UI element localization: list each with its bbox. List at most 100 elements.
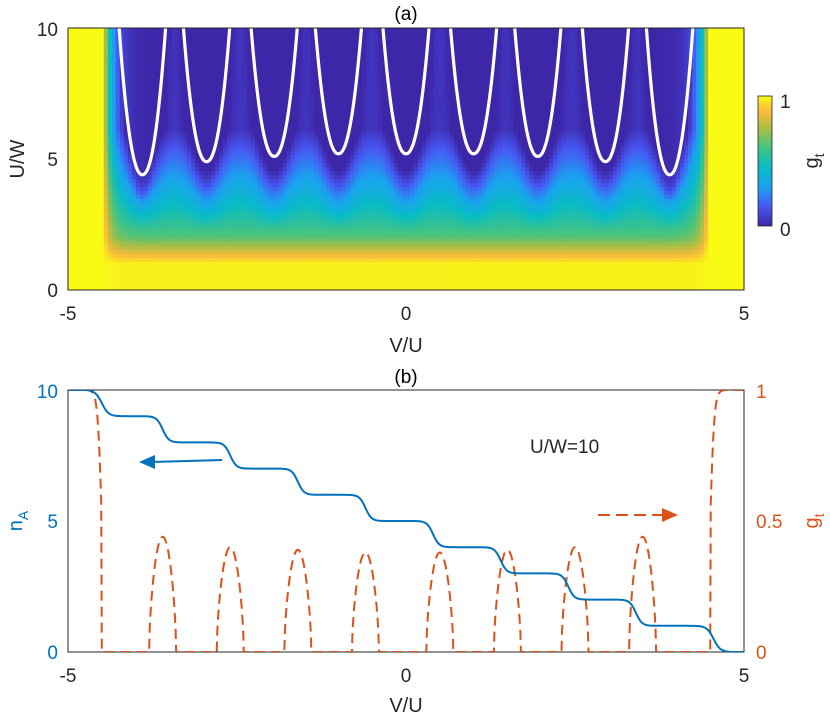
heatmap-cell [266, 159, 272, 164]
heatmap-cell [278, 155, 284, 160]
heatmap-cell [310, 83, 316, 89]
heatmap-cell [179, 250, 184, 255]
heatmap-cell [274, 159, 280, 164]
heatmap-cell [68, 210, 73, 216]
heatmap-cell [235, 103, 240, 108]
heatmap-cell [282, 103, 288, 108]
heatmap-cell [310, 274, 316, 279]
heatmap-cell [211, 71, 216, 77]
heatmap-cell [75, 258, 81, 263]
heatmap-cell [346, 166, 351, 172]
heatmap-cell [99, 274, 105, 279]
heatmap-cell [183, 230, 188, 236]
heatmap-cell [103, 198, 109, 204]
heatmap-cell [179, 43, 184, 49]
heatmap-cell [91, 262, 97, 267]
heatmap-cell [354, 147, 359, 152]
heatmap-cell [354, 214, 359, 220]
heatmap-cell [219, 123, 224, 128]
heatmap-cell [314, 266, 320, 271]
heatmap-cell [227, 242, 232, 247]
heatmap-cell [107, 182, 113, 188]
heatmap-cell [350, 254, 355, 259]
heatmap-cell [223, 143, 228, 148]
heatmap-cell [314, 139, 320, 144]
heatmap-cell [346, 194, 351, 200]
heatmap-cell [75, 31, 81, 37]
heatmap-cell [183, 250, 188, 255]
heatmap-cell [334, 270, 339, 275]
heatmap-cell [87, 99, 93, 105]
heatmap-cell [262, 238, 268, 243]
heatmap-cell [227, 127, 232, 132]
heatmap-cell [334, 218, 339, 224]
heatmap-cell [254, 254, 260, 259]
heatmap-cell [358, 218, 363, 224]
heatmap-cell [318, 222, 324, 228]
heatmap-cell [266, 282, 272, 287]
heatmap-cell [139, 87, 145, 93]
heatmap-cell [322, 87, 328, 93]
heatmap-cell [167, 143, 172, 148]
heatmap-cell [131, 75, 137, 81]
heatmap-cell [354, 162, 359, 168]
heatmap-cell [223, 202, 228, 208]
heatmap-cell [115, 250, 121, 255]
heatmap-cell [282, 143, 288, 148]
heatmap-cell [203, 218, 208, 224]
heatmap-cell [139, 226, 145, 232]
heatmap-cell [338, 210, 343, 216]
heatmap-cell [270, 119, 276, 124]
heatmap-cell [68, 262, 73, 267]
heatmap-cell [246, 190, 252, 196]
heatmap-cell [286, 238, 292, 243]
heatmap-cell [95, 119, 101, 124]
heatmap-cell [278, 75, 284, 81]
heatmap-cell [195, 111, 200, 116]
heatmap-cell [286, 254, 292, 259]
heatmap-cell [175, 131, 180, 136]
heatmap-cell [199, 107, 204, 112]
heatmap-cell [187, 127, 192, 132]
heatmap-cell [207, 234, 212, 239]
heatmap-cell [286, 131, 292, 136]
heatmap-cell [71, 258, 77, 263]
heatmap-cell [215, 123, 220, 128]
heatmap-cell [318, 250, 324, 255]
heatmap-cell [254, 198, 260, 204]
heatmap-cell [270, 230, 276, 236]
heatmap-cell [207, 222, 212, 228]
heatmap-cell [195, 226, 200, 232]
heatmap-cell [135, 59, 141, 65]
heatmap-cell [115, 182, 121, 188]
heatmap-cell [266, 71, 272, 77]
heatmap-cell [322, 91, 328, 97]
heatmap-cell [274, 234, 280, 239]
heatmap-cell [314, 262, 320, 267]
heatmap-cell [103, 194, 109, 200]
heatmap-cell [306, 246, 312, 251]
heatmap-cell [95, 222, 101, 228]
heatmap-cell [163, 190, 169, 196]
heatmap-cell [266, 182, 272, 188]
heatmap-cell [254, 103, 260, 108]
heatmap-cell [115, 258, 121, 263]
heatmap-cell [246, 111, 252, 116]
heatmap-cell [155, 166, 161, 172]
heatmap-cell [290, 28, 296, 33]
heatmap-cell [203, 278, 208, 283]
heatmap-cell [119, 262, 125, 267]
heatmap-cell [278, 35, 284, 41]
heatmap-cell [290, 262, 296, 267]
heatmap-cell [322, 246, 328, 251]
heatmap-cell [346, 55, 351, 61]
heatmap-cell [223, 226, 228, 232]
heatmap-cell [227, 155, 232, 160]
heatmap-cell [115, 274, 121, 279]
heatmap-cell [215, 234, 220, 239]
heatmap-cell [139, 278, 145, 283]
heatmap-cell [167, 83, 172, 89]
heatmap-cell [115, 190, 121, 196]
heatmap-cell [75, 79, 81, 85]
heatmap-cell [91, 28, 97, 33]
